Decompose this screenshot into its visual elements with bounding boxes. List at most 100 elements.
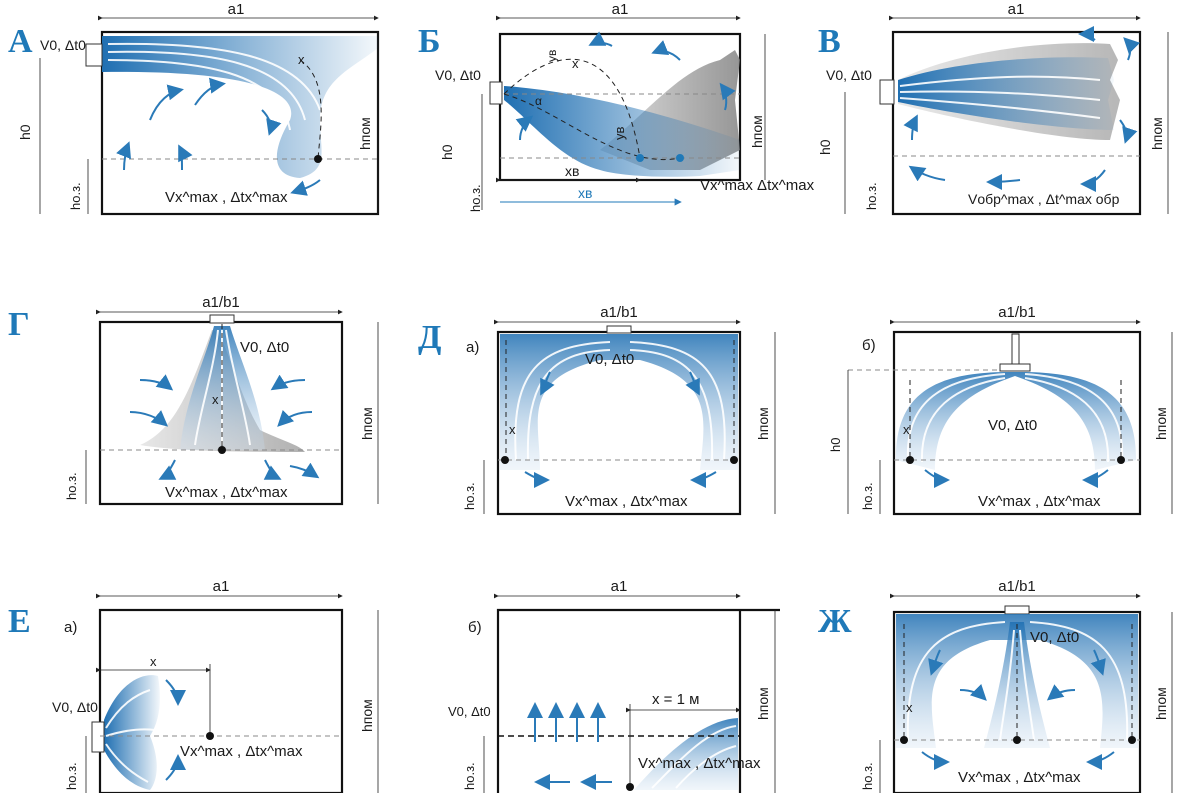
air-diffuser	[999, 363, 1031, 372]
room-outline	[98, 608, 344, 793]
jet	[896, 614, 1138, 748]
panel-e-b: б) a1 x = 1 м Vx^max , Δtx^max V0, Δt0 h…	[448, 578, 780, 793]
measure-point	[626, 783, 634, 791]
panel-b: Б a1 V0, Δt0 x α yв yв xв xв h0 hо.з. hп…	[418, 1, 815, 212]
h0-label: h0	[439, 144, 455, 160]
panel-letter: Д	[418, 319, 441, 356]
panel-zh: Ж a1/b1 x V0, Δt0 hо.з. hпом Vx^max , Δt…	[818, 578, 1173, 793]
panel-letter: Г	[8, 306, 30, 343]
source-label: V0, Δt0	[52, 699, 98, 715]
xv-label-blue: xв	[578, 185, 592, 201]
result-label: Vx^max , Δtx^max	[638, 755, 761, 772]
hoz-label: hо.з.	[68, 182, 83, 210]
result-label: Vx^max , Δtx^max	[565, 493, 688, 510]
measure-point-3	[1128, 736, 1136, 744]
panel-d-b: б) a1/b1 x V0, Δt0 h0 hо.з. hпом Vx^max …	[828, 304, 1173, 516]
width-label: a1	[611, 578, 628, 595]
result-label: Vx^max , Δtx^max	[180, 743, 303, 760]
hoz-label: hо.з.	[864, 182, 879, 210]
room-outline	[892, 330, 1142, 516]
source-label: V0, Δt0	[585, 351, 634, 368]
h0-label: h0	[817, 139, 833, 155]
result-label: Vx^max , Δtx^max	[165, 484, 288, 501]
measure-point	[314, 155, 322, 163]
hoz-label: hо.з.	[462, 482, 477, 510]
room-outline	[891, 30, 1142, 216]
measure-point-2	[1117, 456, 1125, 464]
x-label: x	[572, 56, 579, 71]
measure-point	[900, 736, 908, 744]
height-label: hпом	[1153, 687, 1169, 720]
hoz-label: hо.з.	[860, 762, 875, 790]
panel-d-a: Д а) a1/b1 x V0, Δt0 hо.з. hпом Vx^max ,…	[418, 304, 776, 516]
width-label: a1	[612, 1, 629, 18]
h0-label: h0	[828, 438, 843, 452]
h0-label: h0	[17, 124, 33, 140]
result-label: Vx^max Δtx^max	[700, 177, 815, 194]
alpha-label: α	[535, 94, 542, 108]
jet-center	[984, 622, 1050, 748]
result-label: Vx^max , Δtx^max	[165, 189, 288, 206]
result-label: Vx^max , Δtx^max	[958, 769, 1081, 786]
sub-label: а)	[466, 339, 479, 356]
height-label: hпом	[755, 407, 771, 440]
width-label: a1/b1	[600, 304, 638, 321]
source-label: V0, Δt0	[988, 417, 1037, 434]
width-label: a1/b1	[998, 304, 1036, 321]
sub-label: а)	[64, 619, 77, 636]
hoz-label: hо.з.	[468, 184, 483, 212]
source-label: V0, Δt0	[1030, 629, 1079, 646]
sub-label: б)	[862, 337, 876, 354]
yv-label-2: yв	[545, 50, 559, 62]
air-diffuser	[91, 721, 105, 753]
measure-point	[501, 456, 509, 464]
source-label: V0, Δt0	[240, 339, 289, 356]
jet	[104, 675, 160, 790]
width-label: a1	[228, 1, 245, 18]
air-diffuser	[879, 79, 895, 105]
room-outline	[496, 608, 780, 793]
x-label: x	[906, 700, 913, 715]
measure-point-2	[676, 154, 684, 162]
measure-point	[906, 456, 914, 464]
sub-label: б)	[468, 619, 482, 636]
panel-c: В a1 V0, Δt0 h0 hо.з. hпом Vобр^max , Δt…	[817, 1, 1169, 216]
jet	[102, 36, 378, 178]
hoz-label: hо.з.	[64, 472, 79, 500]
panel-letter: В	[818, 23, 841, 60]
measure-point	[206, 732, 214, 740]
xv-label: xв	[565, 163, 579, 179]
jet	[500, 334, 738, 470]
height-label: hпом	[1149, 117, 1165, 150]
hoz-label: hо.з.	[860, 482, 875, 510]
x-label: x	[903, 422, 910, 437]
measure-point-2	[730, 456, 738, 464]
height-label: hпом	[357, 117, 373, 150]
measure-point	[218, 446, 226, 454]
measure-point	[636, 154, 644, 162]
height-label: hпом	[749, 115, 765, 148]
width-label: a1	[1008, 1, 1025, 18]
air-diffuser	[606, 325, 632, 334]
x-label: x	[298, 52, 305, 67]
x-label: x	[509, 422, 516, 437]
yv-label: yв	[612, 127, 627, 141]
measure-point-2	[1013, 736, 1021, 744]
panel-letter: А	[8, 23, 33, 60]
panel-letter: Ж	[818, 603, 852, 640]
hoz-label: hо.з.	[462, 762, 477, 790]
width-label: a1	[213, 578, 230, 595]
width-label: a1/b1	[998, 578, 1036, 595]
source-label: V0, Δt0	[40, 37, 86, 53]
width-label: a1/b1	[202, 294, 240, 311]
x-label: x	[212, 392, 219, 407]
panel-letter: Е	[8, 603, 31, 640]
jet	[504, 86, 740, 177]
panel-a: А a1 V0, Δt0 x h0 hо.з. hпом Vx^max , Δt…	[8, 1, 380, 216]
air-diffuser	[209, 314, 235, 324]
air-diffuser	[85, 43, 103, 67]
result-label: Vобр^max , Δt^max обр	[968, 191, 1120, 207]
result-label: Vx^max , Δtx^max	[978, 493, 1101, 510]
height-label: hпом	[359, 699, 375, 732]
air-diffuser	[489, 81, 503, 105]
